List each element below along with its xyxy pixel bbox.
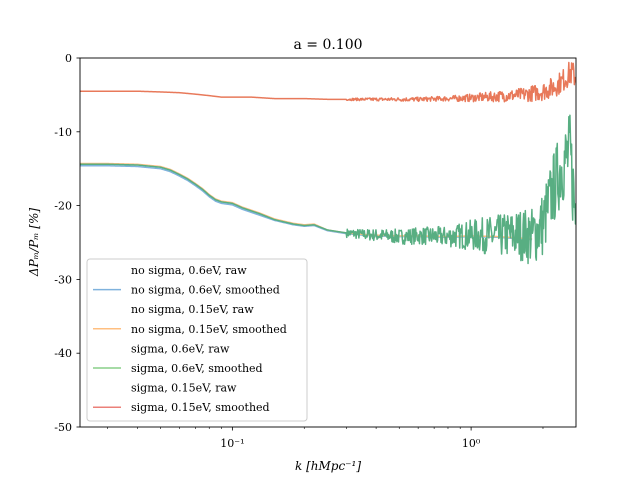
legend-label: sigma, 0.15eV, smoothed [131, 401, 270, 414]
series-layer [80, 61, 576, 265]
legend-items: no sigma, 0.6eV, raw no sigma, 0.6eV, smo… [93, 264, 287, 414]
legend-label: no sigma, 0.15eV, smoothed [131, 323, 287, 336]
x-axis-ticks: 10⁻¹ 10⁰ [107, 427, 544, 450]
y-tick-label: -20 [54, 200, 72, 213]
series-line [80, 162, 533, 240]
y-axis-label: ΔPₘ/Pₘ [%] [27, 208, 41, 277]
x-tick-label: 10⁻¹ [220, 437, 244, 450]
y-axis-ticks: 0 -10 -20 -30 -40 -50 [54, 52, 80, 434]
legend-label: no sigma, 0.15eV, raw [131, 303, 254, 316]
axes-frame [79, 57, 577, 428]
legend-label: sigma, 0.15eV, raw [131, 382, 237, 395]
y-tick-label: 0 [65, 52, 72, 65]
legend-label: sigma, 0.6eV, raw [131, 342, 230, 355]
legend: no sigma, 0.6eV, raw no sigma, 0.6eV, smo… [86, 258, 308, 422]
plot-area [79, 57, 577, 428]
legend-label: no sigma, 0.6eV, smoothed [131, 284, 280, 297]
y-tick-label: -50 [54, 421, 72, 434]
legend-label: sigma, 0.6eV, smoothed [131, 362, 263, 375]
x-tick-label: 10⁰ [462, 437, 481, 450]
legend-box [86, 258, 308, 422]
x-axis-label: k [hMpc⁻¹] [295, 459, 361, 473]
chart-title: a = 0.100 [293, 37, 362, 53]
series-line [80, 114, 576, 265]
series-line [80, 165, 533, 241]
series-line [80, 61, 576, 103]
legend-label: no sigma, 0.6eV, raw [131, 264, 247, 277]
y-tick-label: -10 [54, 126, 72, 139]
y-tick-label: -30 [54, 273, 72, 286]
y-tick-label: -40 [54, 347, 72, 360]
